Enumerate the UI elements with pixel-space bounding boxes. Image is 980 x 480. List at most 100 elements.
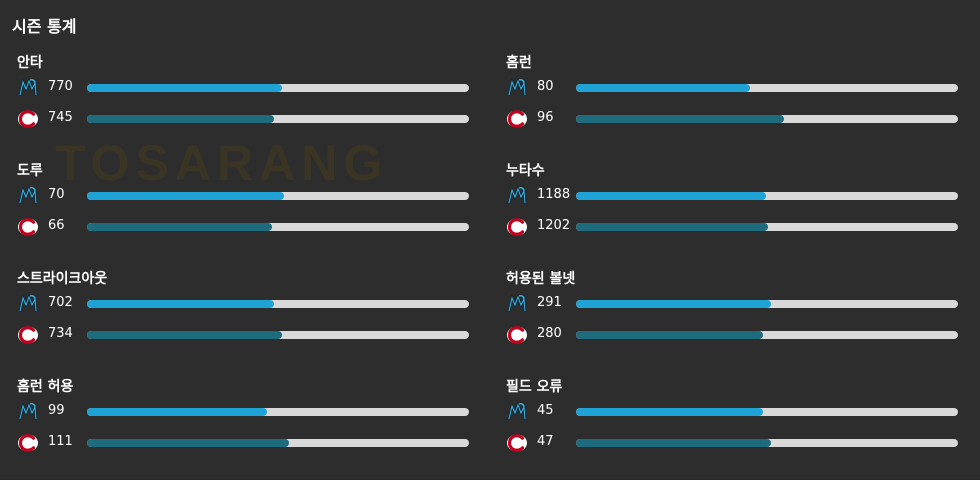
team1-bar-fill: [576, 84, 750, 92]
stat-block: 홈런 허용 99 111: [13, 372, 473, 480]
marlins-logo-icon: [18, 294, 38, 312]
reds-logo-icon: [507, 326, 527, 344]
stat-label: 필드 오류: [506, 379, 563, 395]
team1-row: 45: [502, 401, 962, 423]
stat-block: 누타수 1188 1202: [502, 156, 962, 264]
team2-row: 111: [13, 432, 473, 454]
team2-bar-fill: [87, 439, 290, 447]
team1-bar-fill: [87, 408, 267, 416]
panel-title: 시즌 통계: [12, 17, 77, 36]
team1-bar-track: [87, 84, 469, 92]
team2-bar-track: [87, 223, 469, 231]
marlins-logo-icon: [18, 78, 38, 96]
team2-bar-track: [576, 223, 958, 231]
team2-row: 96: [502, 108, 962, 130]
team2-row: 745: [13, 108, 473, 130]
marlins-logo-icon: [507, 294, 527, 312]
stat-block: 도루 70 66: [13, 156, 473, 264]
stat-block: 안타 770 745: [13, 48, 473, 156]
team1-bar-track: [576, 192, 958, 200]
team1-value: 1188: [537, 187, 571, 202]
stat-block: 홈런 80 96: [502, 48, 962, 156]
stat-label: 도루: [17, 163, 43, 179]
team2-value: 1202: [537, 218, 571, 233]
team2-value: 280: [537, 326, 562, 341]
team2-bar-fill: [87, 331, 282, 339]
team2-row: 734: [13, 324, 473, 346]
stat-block: 필드 오류 45 47: [502, 372, 962, 480]
team2-bar-fill: [576, 439, 771, 447]
team2-bar-track: [87, 439, 469, 447]
stat-label: 홈런 허용: [17, 379, 74, 395]
reds-logo-icon: [18, 434, 38, 452]
marlins-logo-icon: [507, 402, 527, 420]
team2-value: 66: [48, 218, 65, 233]
team2-bar-track: [576, 439, 958, 447]
team1-value: 99: [48, 403, 65, 418]
reds-logo-icon: [18, 218, 38, 236]
team1-bar-track: [87, 192, 469, 200]
stat-label: 스트라이크아웃: [17, 271, 108, 287]
stat-block: 허용된 볼넷 291 280: [502, 264, 962, 372]
team1-bar-track: [576, 408, 958, 416]
marlins-logo-icon: [507, 78, 527, 96]
team1-bar-fill: [576, 300, 771, 308]
reds-logo-icon: [18, 110, 38, 128]
team1-bar-track: [87, 300, 469, 308]
team1-row: 1188: [502, 185, 962, 207]
team2-row: 47: [502, 432, 962, 454]
stat-label: 누타수: [506, 163, 545, 179]
team2-value: 745: [48, 110, 73, 125]
stat-label: 홈런: [506, 55, 532, 71]
team2-value: 96: [537, 110, 554, 125]
team1-row: 80: [502, 77, 962, 99]
team1-row: 99: [13, 401, 473, 423]
team2-bar-track: [87, 331, 469, 339]
team1-bar-fill: [87, 300, 275, 308]
reds-logo-icon: [507, 218, 527, 236]
team1-bar-track: [576, 84, 958, 92]
team2-value: 734: [48, 326, 73, 341]
reds-logo-icon: [507, 434, 527, 452]
marlins-logo-icon: [507, 186, 527, 204]
team1-value: 770: [48, 79, 73, 94]
team2-row: 1202: [502, 216, 962, 238]
team2-bar-fill: [87, 223, 273, 231]
team2-bar-fill: [576, 331, 764, 339]
team2-bar-fill: [87, 115, 275, 123]
team1-value: 80: [537, 79, 554, 94]
team1-value: 291: [537, 295, 562, 310]
team2-value: 47: [537, 434, 554, 449]
marlins-logo-icon: [18, 402, 38, 420]
team1-row: 702: [13, 293, 473, 315]
team1-value: 45: [537, 403, 554, 418]
team2-row: 280: [502, 324, 962, 346]
team2-bar-track: [87, 115, 469, 123]
team2-value: 111: [48, 434, 73, 449]
team2-bar-fill: [576, 115, 785, 123]
team2-row: 66: [13, 216, 473, 238]
marlins-logo-icon: [18, 186, 38, 204]
team2-bar-track: [576, 331, 958, 339]
stat-label: 허용된 볼넷: [506, 271, 576, 287]
stat-block: 스트라이크아웃 702 734: [13, 264, 473, 372]
team1-row: 770: [13, 77, 473, 99]
stats-column-right: 홈런 80 96 누타수: [502, 48, 962, 480]
team1-row: 70: [13, 185, 473, 207]
stats-column-left: 안타 770 745 도루: [13, 48, 473, 480]
team1-bar-track: [87, 408, 469, 416]
team2-bar-track: [576, 115, 958, 123]
team2-bar-fill: [576, 223, 769, 231]
team1-value: 70: [48, 187, 65, 202]
team1-value: 702: [48, 295, 73, 310]
watermark: TOSARANG: [55, 135, 389, 191]
stat-label: 안타: [17, 55, 43, 71]
team1-bar-fill: [576, 408, 764, 416]
reds-logo-icon: [507, 110, 527, 128]
team1-bar-fill: [87, 192, 284, 200]
team1-bar-fill: [87, 84, 282, 92]
team1-row: 291: [502, 293, 962, 315]
reds-logo-icon: [18, 326, 38, 344]
team1-bar-track: [576, 300, 958, 308]
